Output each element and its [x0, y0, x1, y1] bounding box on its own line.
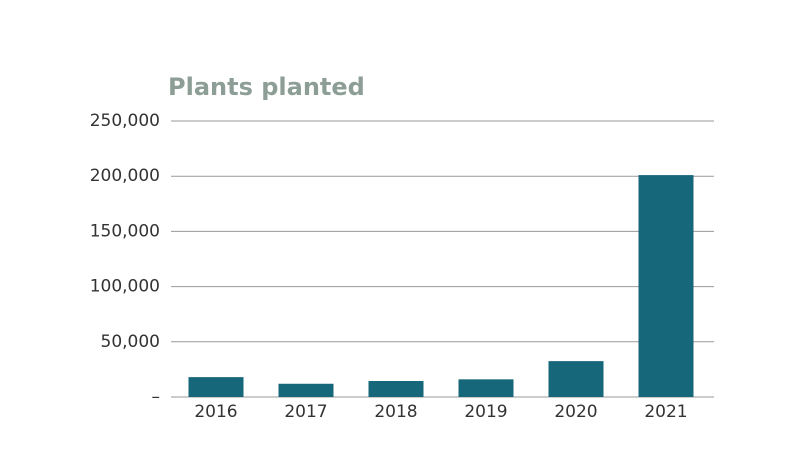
x-tick-label: 2020 [554, 402, 597, 422]
y-tick-label: 100,000 [90, 277, 160, 297]
bar [188, 377, 244, 397]
x-tick-label: 2016 [194, 402, 237, 422]
bar [548, 361, 604, 397]
x-tick-label: 2021 [644, 402, 687, 422]
y-tick-label: – [152, 387, 161, 407]
y-tick-label: 200,000 [90, 166, 160, 186]
x-tick-label: 2018 [374, 402, 417, 422]
x-tick-label: 2017 [284, 402, 327, 422]
bar [458, 379, 514, 397]
y-tick-label: 50,000 [101, 332, 160, 352]
y-tick-label: 150,000 [90, 221, 160, 241]
chart-title: Plants planted [168, 73, 365, 101]
bar [368, 380, 424, 397]
bar [278, 383, 334, 397]
bar [638, 175, 694, 397]
y-tick-label: 250,000 [90, 111, 160, 131]
x-tick-label: 2019 [464, 402, 507, 422]
